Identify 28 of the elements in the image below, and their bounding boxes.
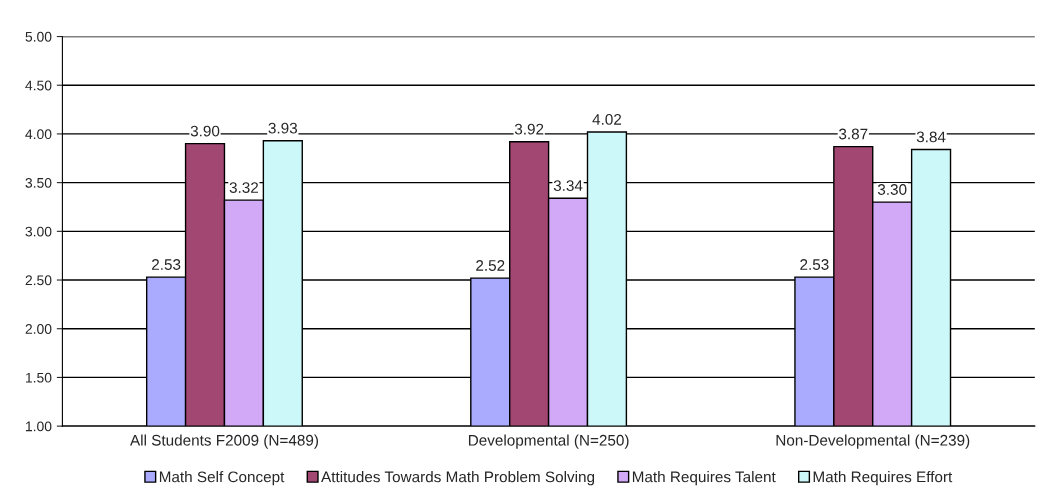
x-tick-label: All Students F2009 (N=489) [130,434,318,449]
data-label: 2.53 [152,259,181,270]
legend-label: Attitudes Towards Math Problem Solving [321,471,595,486]
y-tick-label: 3.50 [25,177,52,188]
y-tick-label: 1.50 [26,372,52,383]
data-label: 3.34 [553,180,583,192]
y-tick-label: 2.00 [25,324,52,334]
y-tick-label: 2.50 [25,275,52,286]
legend-label: Math Requires Effort [813,471,953,486]
data-label: 4.02 [592,113,622,125]
y-tick-label: 4.50 [25,80,52,91]
data-label: 3.30 [877,184,907,195]
data-label: 2.53 [800,259,829,270]
data-label: 2.52 [476,260,505,271]
legend-label: Math Requires Talent [632,471,776,486]
x-tick-label: Developmental (N=250) [468,434,629,449]
y-tick-label: 1.00 [26,421,52,432]
data-label: 3.90 [190,125,220,137]
data-label: 3.87 [839,128,868,140]
data-label: 3.32 [229,182,259,193]
legend-label: Math Self Concept [159,471,285,486]
y-tick-label: 5.00 [25,31,52,42]
data-label: 3.92 [514,123,544,135]
data-label: 3.93 [268,122,298,134]
y-tick-label: 3.00 [25,226,52,237]
y-tick-label: 4.00 [25,129,52,140]
x-tick-label: Non-Developmental (N=239) [776,434,970,449]
data-label: 3.84 [916,131,946,143]
